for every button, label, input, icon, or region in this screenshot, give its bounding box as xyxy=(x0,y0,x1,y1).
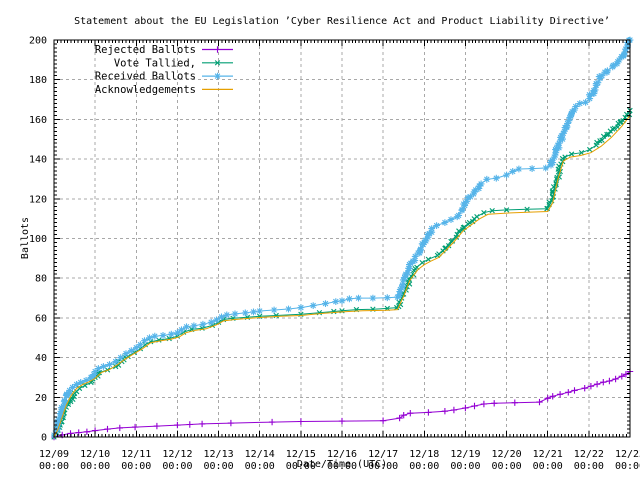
legend-label: Received Ballots xyxy=(95,71,196,83)
svg-text:00:00: 00:00 xyxy=(162,461,192,472)
svg-text:00:00: 00:00 xyxy=(39,461,69,472)
svg-text:12/22: 12/22 xyxy=(574,449,604,460)
svg-text:00:00: 00:00 xyxy=(327,461,357,472)
svg-text:12/16: 12/16 xyxy=(327,449,357,460)
series-received-ballots xyxy=(51,36,634,439)
svg-text:12/13: 12/13 xyxy=(204,449,234,460)
legend-marker-cross xyxy=(214,60,221,66)
svg-text:12/14: 12/14 xyxy=(245,449,275,460)
svg-text:00:00: 00:00 xyxy=(204,461,234,472)
svg-text:00:00: 00:00 xyxy=(615,461,640,472)
svg-text:00:00: 00:00 xyxy=(450,461,480,472)
svg-text:00:00: 00:00 xyxy=(574,461,604,472)
chart-title: Statement about the EU Legislation ’Cybe… xyxy=(74,16,610,27)
svg-text:12/11: 12/11 xyxy=(121,449,151,460)
legend-label: Vote Tallied, xyxy=(114,57,196,69)
svg-text:100: 100 xyxy=(29,234,47,245)
svg-text:160: 160 xyxy=(29,115,47,126)
y-tick-labels: 0 20 40 60 80 100 120 140 160 180 200 xyxy=(29,36,47,444)
svg-text:40: 40 xyxy=(35,353,47,364)
svg-text:20: 20 xyxy=(35,393,47,404)
svg-text:00:00: 00:00 xyxy=(492,461,522,472)
svg-text:00:00: 00:00 xyxy=(409,461,439,472)
legend-label: Acknowledgements xyxy=(95,84,196,96)
svg-text:12/10: 12/10 xyxy=(80,449,110,460)
legend-entry-vote-tallied: Vote Tallied, xyxy=(114,57,233,69)
series-acknowledgements xyxy=(53,115,631,438)
svg-text:12/21: 12/21 xyxy=(533,449,563,460)
svg-text:120: 120 xyxy=(29,194,47,205)
series-rejected-ballots xyxy=(51,368,634,441)
grid-lines xyxy=(54,40,630,437)
x-axis-label: Date/Time (UTC) xyxy=(296,459,388,470)
svg-text:00:00: 00:00 xyxy=(245,461,275,472)
legend-entry-rejected-ballots: Rejected Ballots xyxy=(95,44,233,56)
svg-text:12/17: 12/17 xyxy=(368,449,398,460)
svg-text:140: 140 xyxy=(29,155,47,166)
legend-entry-acknowledgements: Acknowledgements xyxy=(95,84,233,96)
legend-marker-asterisk xyxy=(214,72,221,80)
x-tick-labels: 12/0900:0012/1000:0012/1100:0012/1200:00… xyxy=(39,449,640,472)
svg-text:00:00: 00:00 xyxy=(286,461,316,472)
legend-label: Rejected Ballots xyxy=(95,44,196,56)
svg-text:180: 180 xyxy=(29,75,47,86)
svg-text:12/15: 12/15 xyxy=(286,449,316,460)
svg-text:60: 60 xyxy=(35,313,47,324)
svg-text:12/12: 12/12 xyxy=(162,449,192,460)
svg-text:12/18: 12/18 xyxy=(409,449,439,460)
axes-border xyxy=(53,39,631,438)
svg-text:0: 0 xyxy=(41,433,47,444)
svg-text:00:00: 00:00 xyxy=(121,461,151,472)
legend-entry-received-ballots: Received Ballots xyxy=(95,71,233,83)
svg-text:00:00: 00:00 xyxy=(533,461,563,472)
svg-text:12/19: 12/19 xyxy=(450,449,480,460)
svg-text:12/20: 12/20 xyxy=(492,449,522,460)
svg-text:00:00: 00:00 xyxy=(368,461,398,472)
legend-marker-plus xyxy=(214,46,221,53)
svg-text:12/09: 12/09 xyxy=(39,449,69,460)
svg-text:80: 80 xyxy=(35,274,47,285)
svg-text:00:00: 00:00 xyxy=(80,461,110,472)
svg-text:12/23: 12/23 xyxy=(615,449,640,460)
svg-text:200: 200 xyxy=(29,36,47,47)
